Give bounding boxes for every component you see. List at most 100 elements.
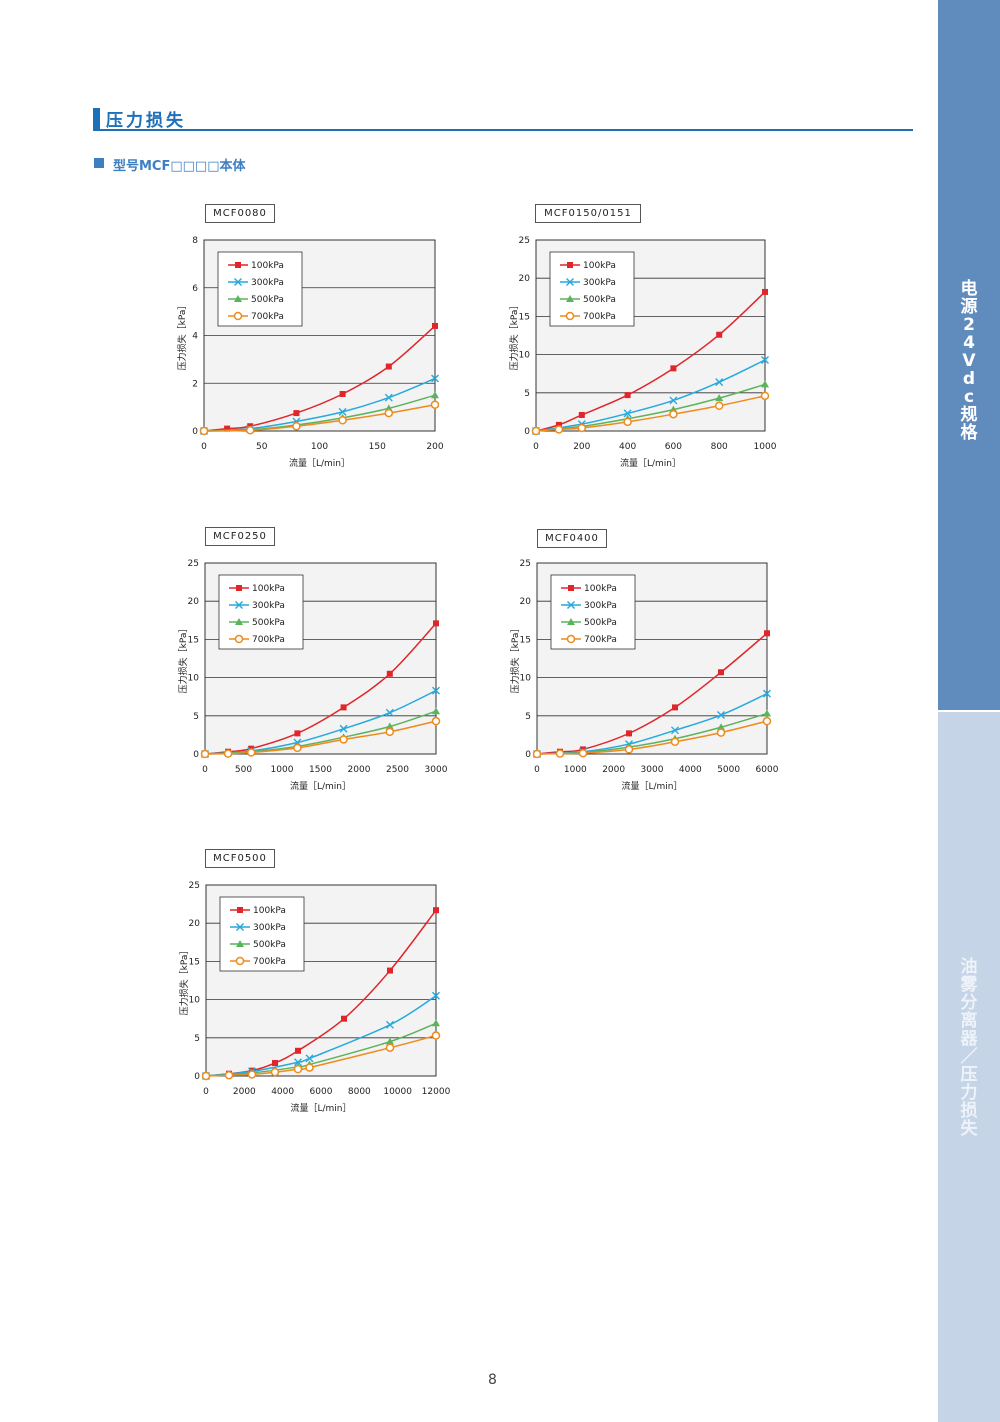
- chart-legend: 100kPa 300kPa 500kPa 700kPa: [217, 251, 303, 327]
- y-tick-label: 6: [192, 284, 198, 294]
- y-tick-label: 15: [519, 312, 530, 322]
- data-point-circle: [624, 745, 634, 754]
- legend-item: 100kPa: [229, 584, 285, 594]
- x-axis-label: 流量［L/min］: [290, 780, 351, 792]
- legend-label: 500kPa: [252, 618, 285, 628]
- data-point-circle: [247, 1070, 257, 1079]
- x-tick-label: 12000: [422, 1087, 451, 1097]
- legend-item: 700kPa: [229, 634, 285, 645]
- series-700kPa: [201, 1031, 441, 1081]
- x-tick-label: 8000: [348, 1087, 371, 1097]
- plot-frame: [203, 239, 436, 432]
- series-700kPa: [531, 391, 770, 436]
- data-point-square: [567, 262, 573, 268]
- y-tick-label: 2: [192, 379, 198, 389]
- chart-canvas: 0 2 4 6 8 0 50 100 150 200 流量［L/min］ 压力损失［kPa］ 100kP…: [176, 236, 444, 469]
- chart-legend: 100kPa 300kPa 500kPa 700kPa: [550, 574, 636, 650]
- y-tick-label: 5: [524, 389, 530, 399]
- plot-frame: [204, 562, 437, 755]
- data-point-x: [567, 601, 575, 609]
- section-marker: [93, 108, 100, 130]
- legend-label: 300kPa: [583, 278, 616, 288]
- data-point-circle: [245, 426, 255, 435]
- y-axis-label: 压力损失［kPa］: [178, 946, 190, 1016]
- y-tick-label: 0: [193, 750, 199, 760]
- y-tick-label: 0: [524, 427, 530, 437]
- data-point-square: [341, 1015, 347, 1022]
- chart-model-tag: MCF0400: [537, 529, 607, 548]
- y-axis-label: 压力损失［kPa］: [177, 624, 189, 694]
- data-point-x: [717, 711, 725, 720]
- x-tick-label: 400: [619, 442, 636, 452]
- y-tick-label: 10: [519, 351, 531, 361]
- data-point-circle: [305, 1063, 314, 1072]
- x-tick-label: 200: [426, 442, 443, 452]
- series-700kPa: [200, 716, 441, 759]
- data-point-x: [339, 724, 348, 733]
- data-point-square: [762, 288, 768, 295]
- x-tick-label: 0: [533, 442, 539, 452]
- data-point-circle: [577, 423, 587, 433]
- legend-label: 100kPa: [252, 584, 285, 594]
- data-point-x: [234, 278, 242, 286]
- data-point-triangle: [432, 1019, 440, 1027]
- legend-item: 500kPa: [230, 940, 286, 950]
- data-point-circle: [293, 743, 302, 753]
- x-tick-label: 2500: [386, 765, 409, 775]
- x-tick-label: 600: [665, 442, 682, 452]
- legend-item: 300kPa: [229, 601, 285, 611]
- legend-item: 300kPa: [561, 601, 617, 611]
- chart-canvas: 0 5 10 15 20 25 0 200 400 600 800 1000 流量［L/min］ 压力损失…: [508, 236, 777, 469]
- legend-label: 100kPa: [583, 261, 616, 271]
- data-point-circle: [554, 425, 564, 434]
- legend-item: 100kPa: [560, 261, 616, 271]
- data-point-square: [295, 1047, 301, 1054]
- data-point-triangle: [715, 394, 724, 402]
- x-tick-label: 6000: [756, 765, 779, 775]
- x-tick-label: 800: [711, 442, 728, 452]
- chart-mcf0150-0151: 0 5 10 15 20 25 0 200 400 600 800 1000 流量［L/min］ 压力损失…: [505, 200, 785, 480]
- x-axis-label: 流量［L/min］: [620, 457, 681, 469]
- data-point-circle: [670, 737, 680, 747]
- y-tick-label: 0: [194, 1072, 200, 1082]
- data-point-triangle: [717, 723, 725, 731]
- y-tick-label: 4: [192, 332, 198, 342]
- series-line: [203, 377, 436, 432]
- x-tick-label: 1000: [271, 765, 294, 775]
- data-point-square: [432, 322, 438, 329]
- data-point-triangle: [236, 940, 244, 947]
- y-tick-label: 0: [192, 427, 198, 437]
- y-tick-label: 8: [192, 236, 198, 246]
- data-point-circle: [565, 311, 575, 321]
- data-point-square: [293, 410, 300, 417]
- legend-item: 500kPa: [560, 295, 616, 305]
- x-tick-label: 100: [311, 442, 328, 452]
- x-axis-label: 流量［L/min］: [621, 780, 682, 792]
- data-point-square: [433, 620, 439, 627]
- y-tick-label: 10: [188, 674, 200, 684]
- x-tick-label: 2000: [348, 765, 371, 775]
- data-point-x: [386, 1020, 394, 1029]
- data-point-triangle: [386, 1037, 394, 1045]
- data-point-x: [338, 407, 347, 416]
- data-point-x: [669, 396, 678, 405]
- data-point-square: [387, 967, 393, 974]
- x-tick-label: 0: [202, 765, 208, 775]
- data-point-square: [568, 585, 574, 591]
- x-tick-label: 2000: [602, 765, 625, 775]
- legend-label: 700kPa: [252, 635, 285, 645]
- data-point-x: [294, 1058, 302, 1067]
- data-point-square: [386, 670, 393, 677]
- sidebar-tab-inactive[interactable]: [938, 712, 1000, 1422]
- data-point-circle: [566, 634, 576, 644]
- data-point-square: [385, 363, 392, 370]
- chart-legend: 100kPa 300kPa 500kPa 700kPa: [549, 251, 635, 327]
- chart-mcf0250: 0 5 10 15 20 25 0 500 1000 1500 2000 2500 3000 流量［L/m…: [175, 523, 455, 803]
- page-number: 8: [488, 1372, 497, 1388]
- sidebar-tab-active[interactable]: [938, 0, 1000, 710]
- subsection-marker: [94, 158, 104, 168]
- legend-label: 500kPa: [253, 940, 286, 950]
- data-point-square: [578, 411, 585, 418]
- data-point-triangle: [761, 380, 769, 388]
